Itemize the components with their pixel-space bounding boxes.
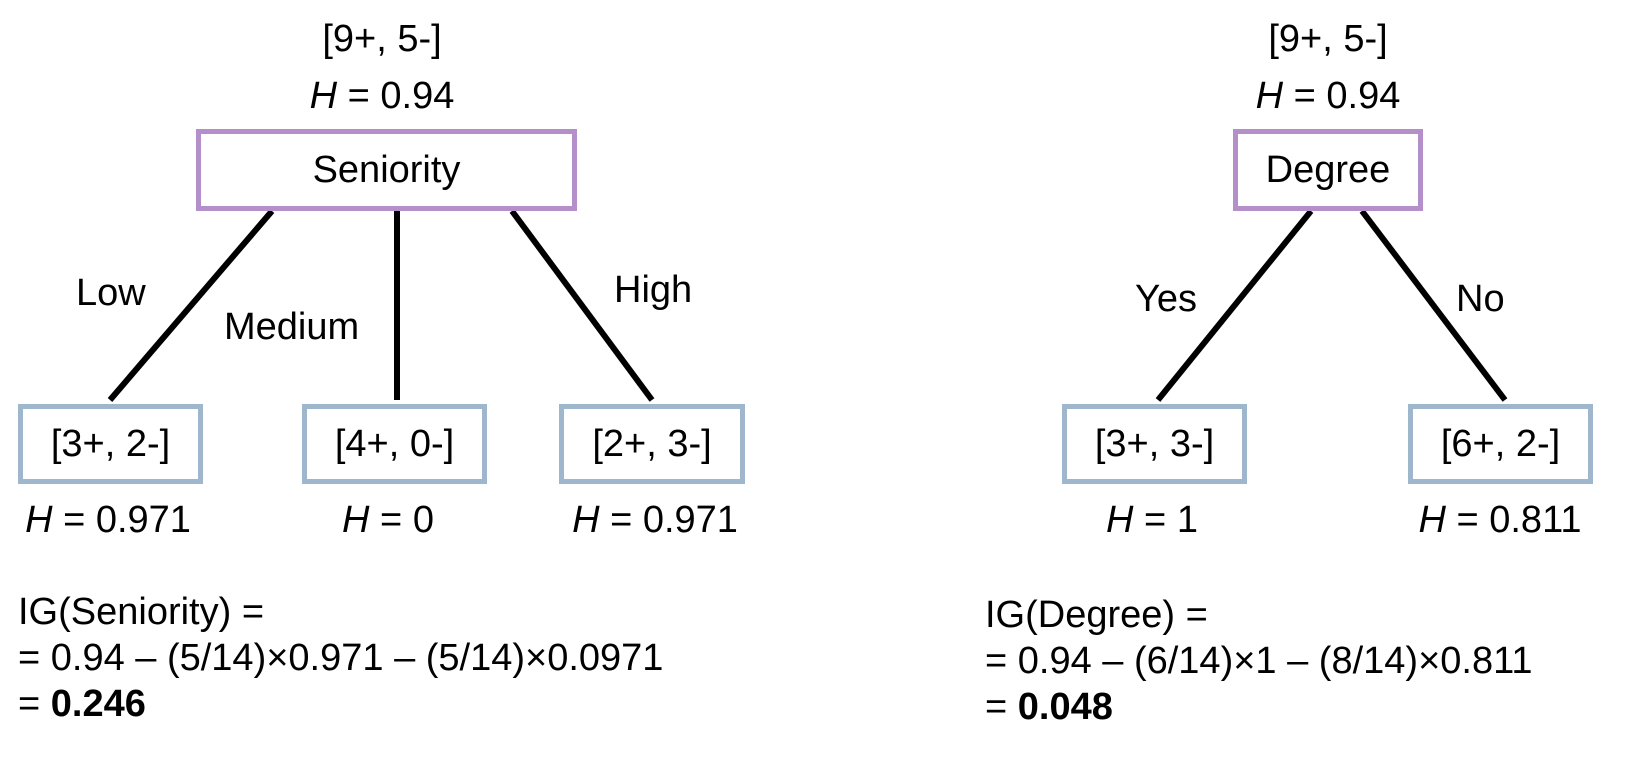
edge-degree-yes xyxy=(1155,209,1314,402)
edge-seniority-high xyxy=(509,209,655,402)
root-node-seniority: Seniority xyxy=(196,129,577,211)
leaf-node-high: [2+, 3-] xyxy=(559,404,745,484)
leaf-node-no: [6+, 2-] xyxy=(1408,404,1593,484)
root-node-degree: Degree xyxy=(1233,129,1423,211)
branch-label-low: Low xyxy=(76,272,146,314)
leaf-node-medium: [4+, 0-] xyxy=(302,404,487,484)
edge-seniority-low xyxy=(107,209,275,402)
leaf-entropy-medium: H = 0 xyxy=(342,499,434,541)
ig-result: 0.246 xyxy=(50,683,146,725)
root-counts: [9+, 5-] xyxy=(322,18,442,60)
ig-line-3: = 0.246 xyxy=(18,683,146,725)
leaf-node-yes: [3+, 3-] xyxy=(1062,404,1247,484)
branch-label-yes: Yes xyxy=(1135,278,1197,320)
ig-formula-degree: IG(Degree) = = 0.94 – (6/14)×1 – (8/14)×… xyxy=(985,592,1533,730)
ig-line-1: IG(Degree) = xyxy=(985,594,1208,636)
node-label: Degree xyxy=(1265,148,1391,191)
ig-line-2: = 0.94 – (6/14)×1 – (8/14)×0.811 xyxy=(985,640,1533,682)
ig-formula-seniority: IG(Seniority) = = 0.94 – (5/14)×0.971 – … xyxy=(18,589,663,727)
leaf-entropy-yes: H = 1 xyxy=(1106,499,1198,541)
ig-line-1: IG(Seniority) = xyxy=(18,591,265,633)
ig-result: 0.048 xyxy=(1017,686,1113,728)
root-entropy: H = 0.94 xyxy=(1255,75,1401,117)
root-counts: [9+, 5-] xyxy=(1268,18,1388,60)
leaf-entropy-high: H = 0.971 xyxy=(572,499,738,541)
leaf-entropy-no: H = 0.811 xyxy=(1418,499,1582,541)
branch-label-high: High xyxy=(614,269,693,311)
entropy-symbol: H xyxy=(309,75,338,117)
edge-degree-no xyxy=(1359,209,1508,402)
branch-label-no: No xyxy=(1456,278,1505,320)
branch-label-medium: Medium xyxy=(224,306,360,348)
root-entropy: H = 0.94 xyxy=(309,75,455,117)
node-label: Seniority xyxy=(312,148,461,191)
leaf-node-low: [3+, 2-] xyxy=(18,404,203,484)
ig-line-2: = 0.94 – (5/14)×0.971 – (5/14)×0.0971 xyxy=(18,637,664,679)
ig-line-3: = 0.048 xyxy=(985,686,1113,728)
leaf-entropy-low: H = 0.971 xyxy=(25,499,191,541)
